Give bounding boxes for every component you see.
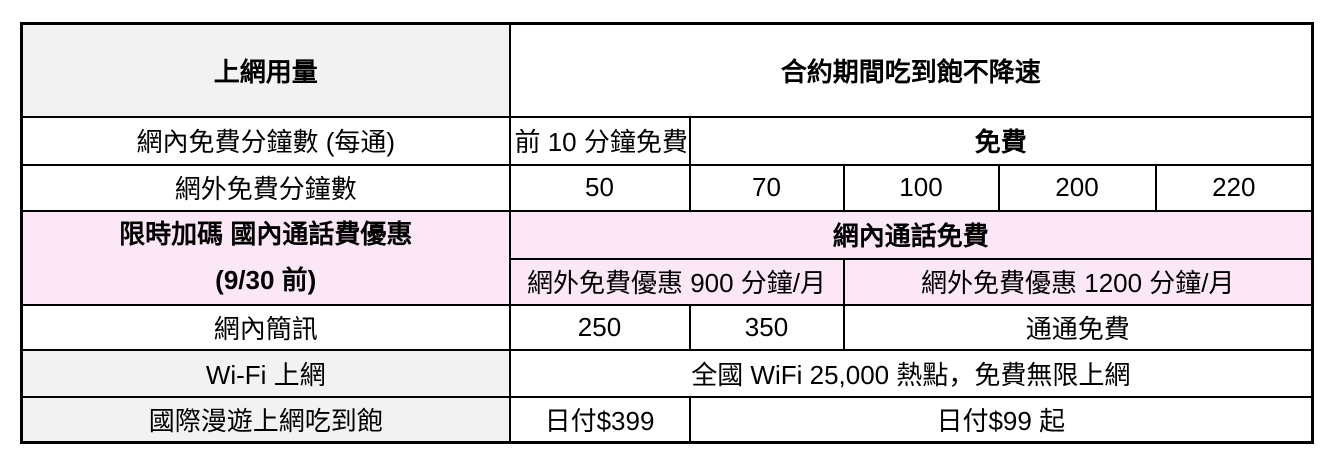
promo-onnet-free-cell: 網內通話免費 bbox=[508, 209, 1314, 260]
promo-label-line2: (9/30 前) bbox=[215, 264, 317, 295]
offnet-minutes-value: 70 bbox=[688, 163, 845, 212]
telecom-plan-table: 上網用量 合約期間吃到飽不降速 網內免費分鐘數 (每通) 前 10 分鐘免費 免… bbox=[20, 22, 1315, 444]
roaming-label: 國際漫遊上網吃到飽 bbox=[20, 395, 511, 444]
offnet-minutes-value: 220 bbox=[1154, 163, 1314, 212]
sms-value: 350 bbox=[688, 303, 845, 351]
wifi-label: Wi-Fi 上網 bbox=[20, 348, 511, 398]
table-row: 網外免費分鐘數 50 70 100 200 220 bbox=[20, 163, 1314, 212]
table-row: 網內免費分鐘數 (每通) 前 10 分鐘免費 免費 bbox=[20, 115, 1314, 166]
onnet-minutes-free: 免費 bbox=[688, 115, 1314, 166]
table-row: 網內簡訊 250 350 通通免費 bbox=[20, 303, 1314, 351]
promo-label-line1: 限時加碼 國內通話費優惠 bbox=[119, 219, 413, 249]
promo-offnet-1200-cell: 網外免費優惠 1200 分鐘/月 bbox=[842, 257, 1314, 306]
table-row: 限時加碼 國內通話費優惠 (9/30 前) 網內通話免費 bbox=[20, 209, 1314, 306]
promo-offnet-900-cell: 網外免費優惠 900 分鐘/月 bbox=[508, 257, 845, 306]
offnet-minutes-value: 100 bbox=[842, 163, 1000, 212]
sms-value: 250 bbox=[508, 303, 691, 351]
roaming-value-first: 日付$399 bbox=[508, 395, 691, 444]
table-row: 國際漫遊上網吃到飽 日付$399 日付$99 起 bbox=[20, 395, 1314, 444]
header-unlimited-cell: 合約期間吃到飽不降速 bbox=[508, 22, 1314, 118]
table-row: 網外免費優惠 900 分鐘/月 網外免費優惠 1200 分鐘/月 bbox=[22, 257, 1314, 306]
offnet-minutes-value: 200 bbox=[997, 163, 1157, 212]
onnet-minutes-first-tier: 前 10 分鐘免費 bbox=[508, 115, 691, 166]
table-row: 上網用量 合約期間吃到飽不降速 bbox=[20, 22, 1314, 118]
wifi-value-cell: 全國 WiFi 25,000 熱點，免費無限上網 bbox=[508, 348, 1314, 398]
offnet-minutes-value: 50 bbox=[508, 163, 691, 212]
sms-free-cell: 通通免費 bbox=[842, 303, 1314, 351]
table-row: Wi-Fi 上網 全國 WiFi 25,000 熱點，免費無限上網 bbox=[20, 348, 1314, 398]
roaming-value-rest: 日付$99 起 bbox=[688, 395, 1314, 444]
sms-label: 網內簡訊 bbox=[20, 303, 511, 351]
onnet-minutes-label: 網內免費分鐘數 (每通) bbox=[20, 115, 511, 166]
offnet-minutes-label: 網外免費分鐘數 bbox=[20, 163, 511, 212]
header-usage-cell: 上網用量 bbox=[20, 22, 511, 118]
promo-label-cell: 限時加碼 國內通話費優惠 (9/30 前) bbox=[20, 209, 511, 306]
